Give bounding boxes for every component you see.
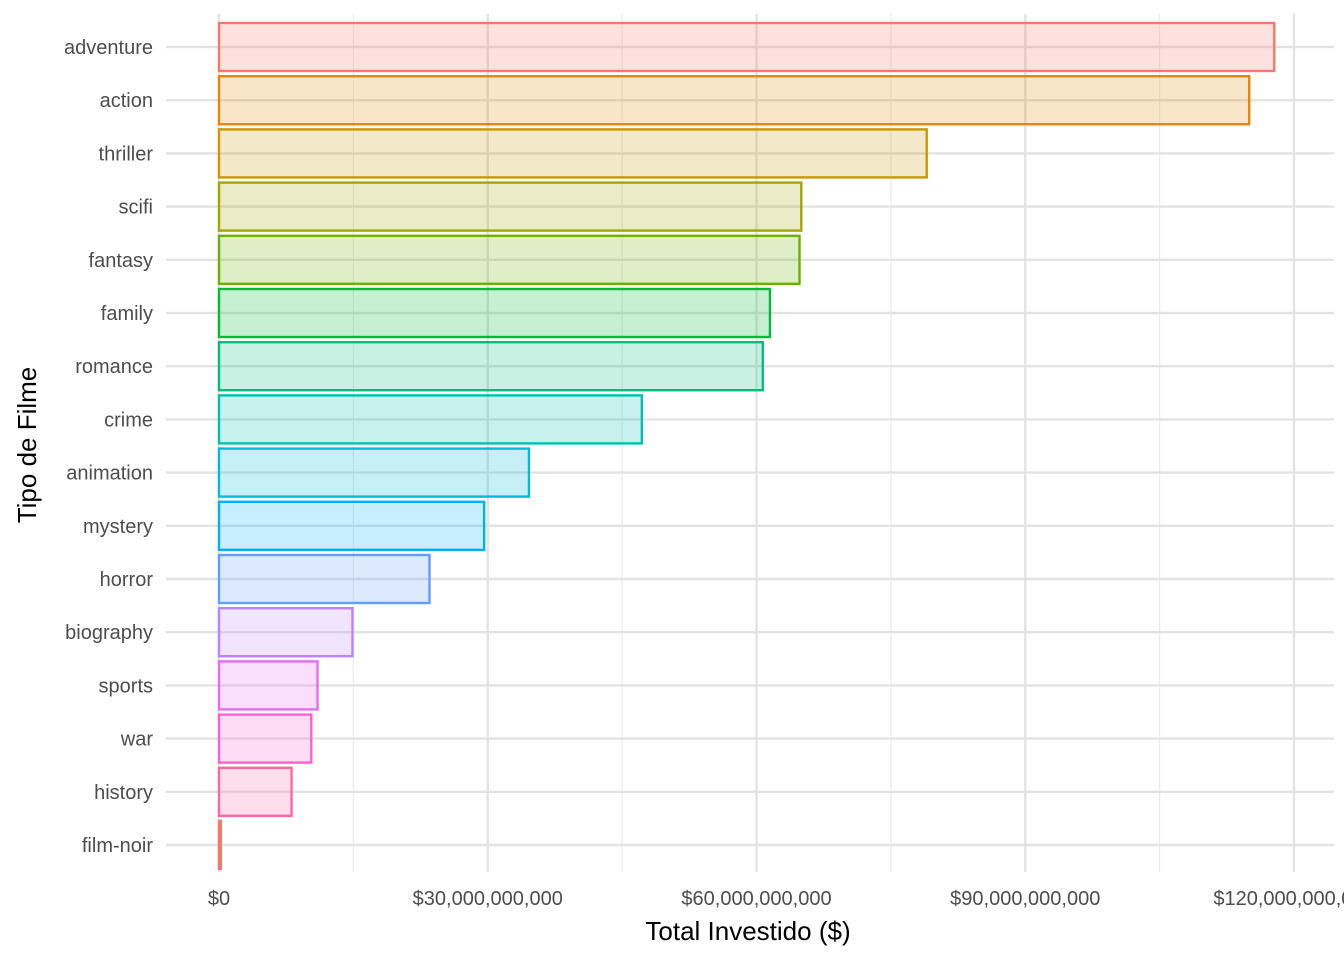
x-axis-title: Total Investido ($) (645, 916, 850, 946)
bar-crime (217, 394, 644, 445)
bar-family (217, 287, 772, 339)
y-tick-labels: adventure action thriller scifi fantasy famil… (64, 37, 153, 857)
y-tick-label: film-noir (82, 835, 153, 857)
bar-fantasy (217, 234, 801, 286)
bar-biography (217, 607, 354, 658)
bar-scifi (217, 181, 803, 232)
y-tick-label: history (94, 782, 153, 804)
y-tick-label: animation (66, 463, 153, 485)
y-tick-label: war (120, 729, 154, 751)
bars-group (217, 21, 1276, 871)
y-tick-label: family (101, 303, 153, 325)
x-tick-label: $120,000,000,000 (1213, 888, 1344, 910)
y-tick-label: mystery (83, 516, 153, 538)
y-tick-label: romance (75, 356, 153, 378)
grid-lines (166, 14, 1334, 872)
x-tick-label: $0 (208, 888, 230, 910)
y-tick-label: biography (65, 622, 153, 644)
x-tick-label: $60,000,000,000 (681, 888, 831, 910)
bar-thriller (217, 128, 928, 179)
y-tick-label: fantasy (89, 250, 153, 272)
x-tick-labels: $0 $30,000,000,000 $60,000,000,000 $90,000,… (208, 888, 1344, 910)
bar-sports (217, 660, 319, 711)
bar-romance (217, 341, 764, 392)
bar-history (217, 766, 293, 817)
y-tick-label: scifi (119, 197, 153, 219)
bar-film-noir (217, 819, 222, 871)
bar-action (217, 74, 1251, 126)
bar-horror (217, 553, 431, 605)
y-tick-label: action (100, 90, 153, 112)
x-tick-label: $90,000,000,000 (950, 888, 1100, 910)
y-axis-title: Tipo de Filme (12, 367, 42, 524)
bar-animation (217, 447, 531, 498)
bar-war (217, 713, 313, 764)
y-tick-label: horror (100, 569, 154, 591)
bar-adventure (217, 21, 1276, 73)
y-tick-label: adventure (64, 37, 153, 59)
y-tick-label: sports (99, 675, 153, 697)
x-tick-label: $30,000,000,000 (413, 888, 563, 910)
y-tick-label: crime (104, 409, 153, 431)
bar-mystery (217, 500, 486, 551)
y-tick-label: thriller (99, 143, 154, 165)
